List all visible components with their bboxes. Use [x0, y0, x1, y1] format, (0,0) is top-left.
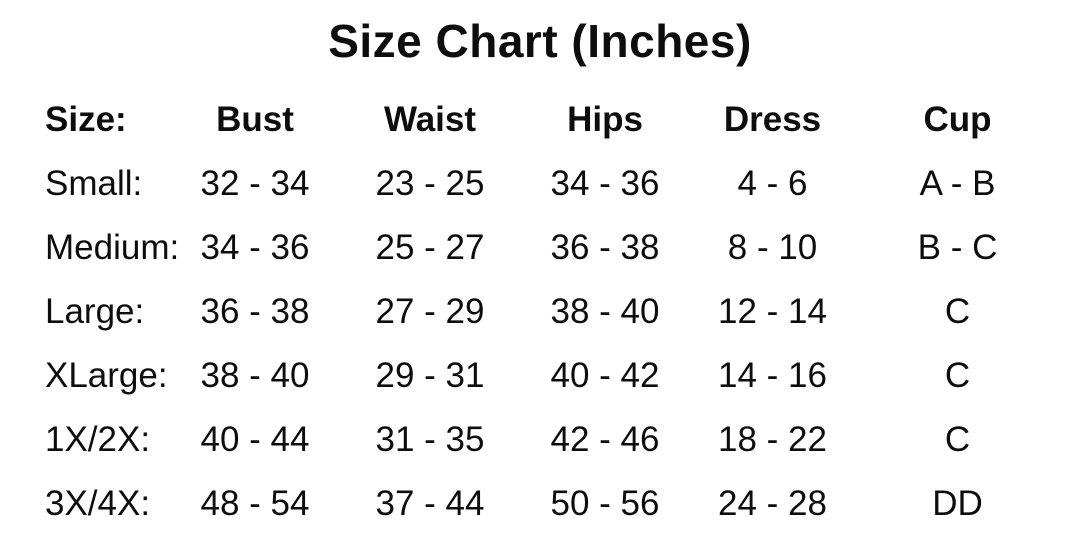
- waist-value: 37 - 44: [375, 484, 485, 523]
- bust-value: 38 - 40: [200, 356, 310, 395]
- row-label: 1X/2X:: [45, 420, 151, 459]
- dress-value: 18 - 22: [718, 420, 827, 459]
- bust-value: 40 - 44: [200, 420, 310, 459]
- waist-value: 29 - 31: [375, 356, 485, 395]
- table-header-row: Size: Bust Waist Hips Dress Cup: [0, 88, 1080, 152]
- table-row-large: Large: 36 - 38 27 - 29 38 - 40 12 - 14 C: [0, 280, 1080, 344]
- waist-value: 31 - 35: [375, 420, 485, 459]
- cup-value: A - B: [919, 164, 996, 203]
- cup-value: B - C: [917, 228, 998, 267]
- waist-value: 25 - 27: [375, 228, 485, 267]
- bust-value: 36 - 38: [200, 292, 310, 331]
- table-row-1x2x: 1X/2X: 40 - 44 31 - 35 42 - 46 18 - 22 C: [0, 408, 1080, 472]
- hips-value: 40 - 42: [550, 356, 660, 395]
- row-label: Large:: [45, 292, 145, 331]
- cup-value: C: [944, 420, 971, 459]
- cup-value: DD: [932, 484, 983, 523]
- bust-value: 32 - 34: [200, 164, 310, 203]
- waist-value: 27 - 29: [375, 292, 485, 331]
- table-row-3x4x: 3X/4X: 48 - 54 37 - 44 50 - 56 24 - 28 D…: [0, 472, 1080, 536]
- dress-value: 8 - 10: [727, 228, 818, 267]
- hips-value: 38 - 40: [550, 292, 660, 331]
- bust-value: 34 - 36: [200, 228, 310, 267]
- dress-value: 4 - 6: [737, 164, 808, 203]
- dress-value: 24 - 28: [718, 484, 827, 523]
- hips-value: 34 - 36: [550, 164, 660, 203]
- hips-value: 50 - 56: [550, 484, 660, 523]
- bust-value: 48 - 54: [200, 484, 310, 523]
- column-header-bust: Bust: [216, 100, 294, 139]
- page-title: Size Chart (Inches): [328, 15, 752, 67]
- column-header-waist: Waist: [383, 100, 477, 139]
- cup-value: C: [944, 356, 971, 395]
- hips-value: 42 - 46: [550, 420, 660, 459]
- hips-value: 36 - 38: [550, 228, 660, 267]
- size-table: Size: Bust Waist Hips Dress Cup Small: 3…: [0, 88, 1080, 536]
- waist-value: 23 - 25: [375, 164, 485, 203]
- row-label: XLarge:: [45, 356, 168, 395]
- table-row-small: Small: 32 - 34 23 - 25 34 - 36 4 - 6 A -…: [0, 152, 1080, 216]
- table-row-medium: Medium: 34 - 36 25 - 27 36 - 38 8 - 10 B…: [0, 216, 1080, 280]
- cup-value: C: [944, 292, 971, 331]
- column-header-dress: Dress: [723, 100, 822, 139]
- row-label: 3X/4X:: [45, 484, 151, 523]
- dress-value: 12 - 14: [718, 292, 827, 331]
- table-row-xlarge: XLarge: 38 - 40 29 - 31 40 - 42 14 - 16 …: [0, 344, 1080, 408]
- row-label: Small:: [45, 164, 143, 203]
- dress-value: 14 - 16: [718, 356, 827, 395]
- column-header-hips: Hips: [567, 100, 643, 139]
- column-header-cup: Cup: [923, 100, 992, 139]
- column-header-size: Size:: [45, 100, 127, 139]
- row-label: Medium:: [45, 228, 180, 267]
